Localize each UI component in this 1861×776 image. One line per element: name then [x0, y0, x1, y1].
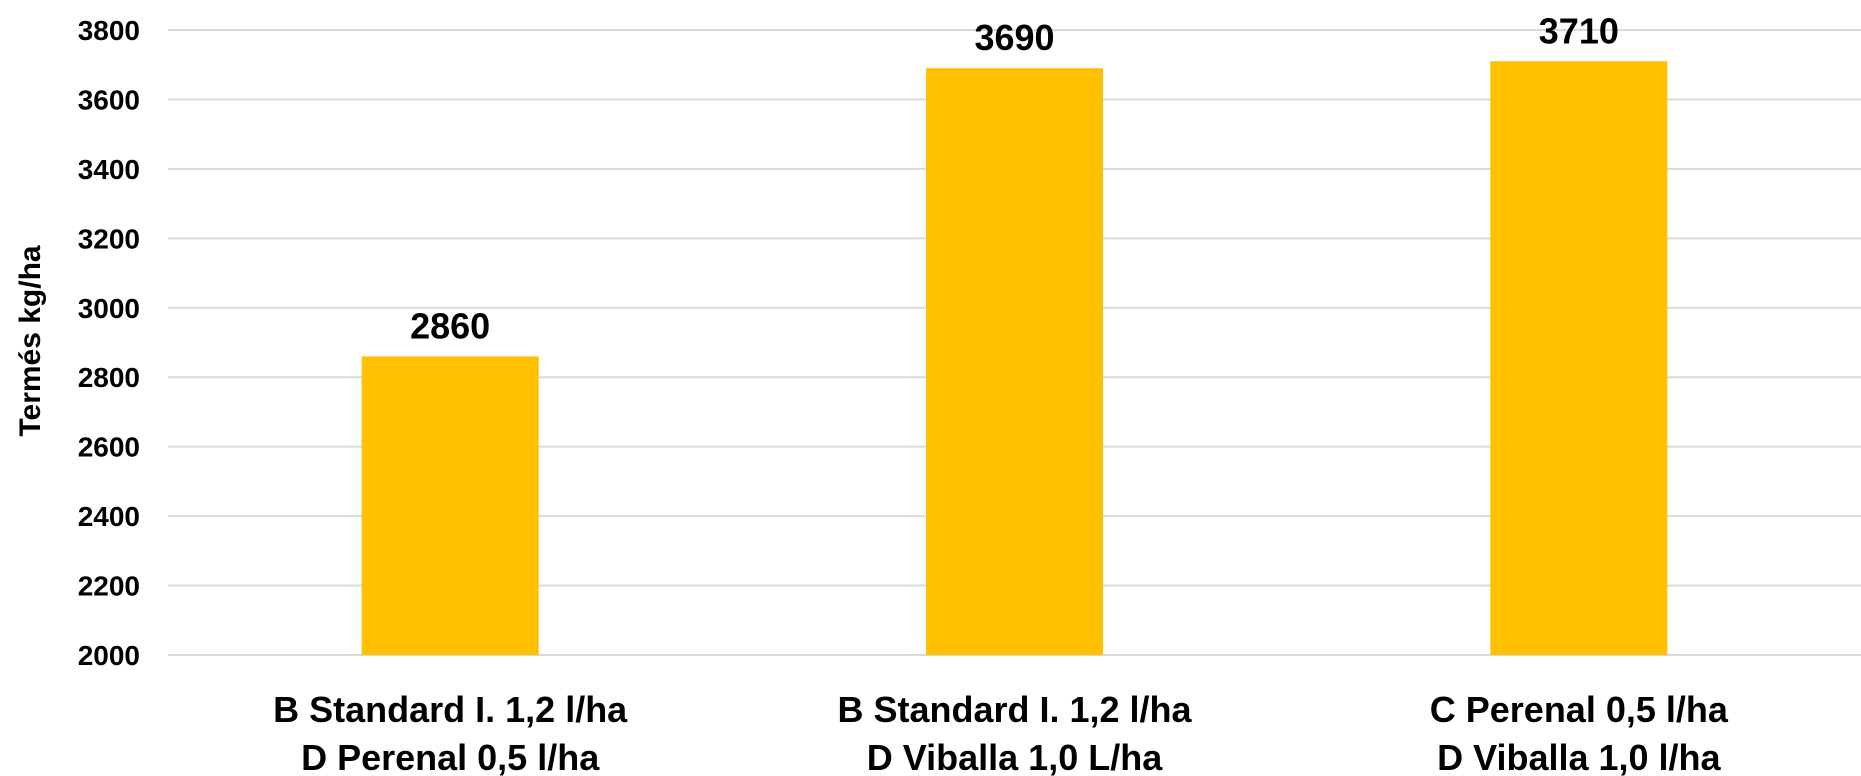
- bar-data-label: 2860: [410, 305, 490, 346]
- x-category-label: B Standard I. 1,2 l/ha: [273, 689, 628, 730]
- x-category-label: D Viballa 1,0 l/ha: [1437, 737, 1721, 776]
- y-tick-label: 3200: [78, 223, 140, 254]
- x-category-label: D Viballa 1,0 L/ha: [867, 737, 1163, 776]
- y-tick-label: 2600: [78, 432, 140, 463]
- x-category-label: C Perenal 0,5 l/ha: [1430, 689, 1729, 730]
- bar-data-label: 3710: [1539, 10, 1619, 51]
- y-tick-label: 2800: [78, 362, 140, 393]
- y-tick-label: 3800: [78, 15, 140, 46]
- y-tick-label: 3000: [78, 293, 140, 324]
- y-tick-label: 3400: [78, 154, 140, 185]
- y-axis-tick-labels: 2000 2200 2400 2600 2800 3000 3200 3400 3600 3800: [78, 15, 140, 671]
- data-labels: 2860 3690 3710: [410, 10, 1619, 346]
- y-tick-label: 2200: [78, 571, 140, 602]
- x-category-label: D Perenal 0,5 l/ha: [301, 737, 600, 776]
- bar: [361, 356, 539, 655]
- bar: [1490, 61, 1668, 655]
- y-axis-title: Termés kg/ha: [14, 245, 47, 437]
- x-axis-category-labels: B Standard I. 1,2 l/ha D Perenal 0,5 l/ha…: [273, 689, 1729, 776]
- bar: [926, 68, 1103, 655]
- bars: [361, 61, 1668, 655]
- bar-data-label: 3690: [974, 17, 1054, 58]
- y-tick-label: 2000: [78, 640, 140, 671]
- y-tick-label: 3600: [78, 84, 140, 115]
- x-category-label: B Standard I. 1,2 l/ha: [837, 689, 1192, 730]
- y-tick-label: 2400: [78, 501, 140, 532]
